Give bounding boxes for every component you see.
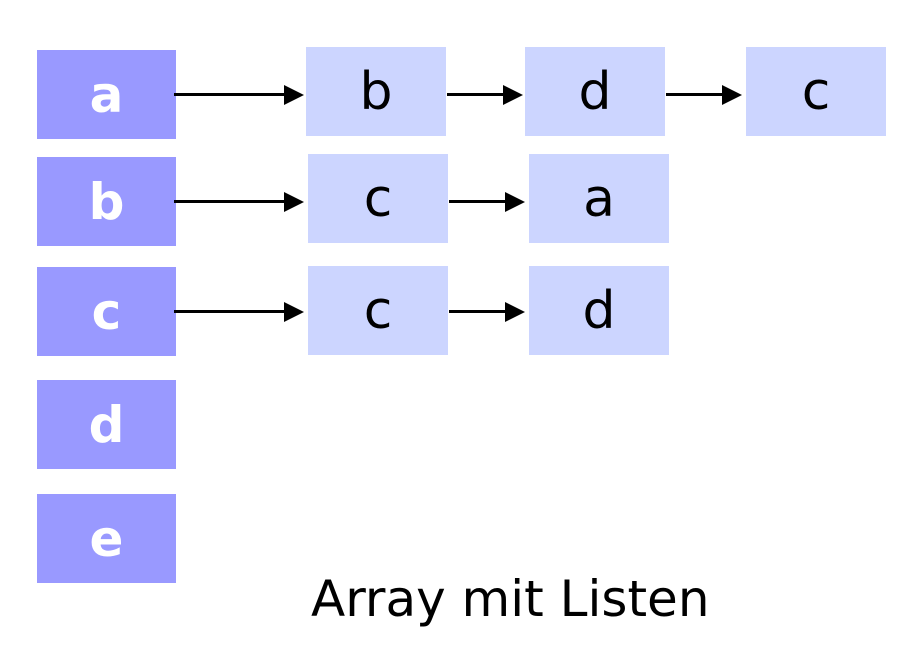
list-node-a-3: c bbox=[746, 47, 886, 136]
arrow-c-1-to-2 bbox=[449, 302, 525, 322]
list-node-b-1: c bbox=[308, 154, 448, 243]
vertex-cell-a: a bbox=[37, 50, 176, 139]
vertex-cell-e: e bbox=[37, 494, 176, 583]
arrow-a-to-list bbox=[174, 85, 304, 105]
arrow-c-to-list bbox=[174, 302, 304, 322]
vertex-cell-d: d bbox=[37, 380, 176, 469]
list-node-a-1: b bbox=[306, 47, 446, 136]
vertex-cell-c: c bbox=[37, 267, 176, 356]
arrow-b-1-to-2 bbox=[449, 192, 525, 212]
arrow-a-1-to-2 bbox=[447, 85, 523, 105]
arrow-b-to-list bbox=[174, 192, 304, 212]
list-node-c-2: d bbox=[529, 266, 669, 355]
vertex-cell-b: b bbox=[37, 157, 176, 246]
list-node-b-2: a bbox=[529, 154, 669, 243]
list-node-a-2: d bbox=[525, 47, 665, 136]
list-node-c-1: c bbox=[308, 266, 448, 355]
arrow-a-2-to-3 bbox=[666, 85, 742, 105]
diagram-caption: Array mit Listen bbox=[311, 570, 710, 628]
